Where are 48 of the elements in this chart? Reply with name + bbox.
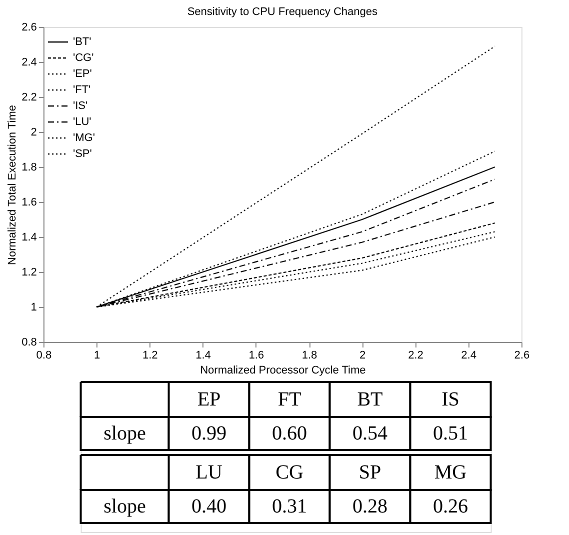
text: SP (358, 462, 382, 484)
x-tick-label: 2.4 (461, 350, 476, 362)
y-tick-label: 0.8 (22, 336, 37, 348)
legend-label: 'IS' (73, 100, 88, 112)
text: 0.99 (192, 422, 226, 444)
text: EP (197, 388, 221, 410)
x-tick-label: 2.6 (514, 350, 530, 362)
x-tick-label: 1.4 (196, 350, 211, 362)
legend-label: 'BT' (73, 36, 92, 48)
text: CG (276, 462, 304, 484)
text: 0.31 (272, 496, 307, 518)
legend-label: 'EP' (73, 68, 92, 80)
text: slope (104, 496, 146, 518)
legend-label: 'SP' (73, 148, 92, 160)
y-tick-label: 2 (30, 126, 37, 138)
x-axis-title: Normalized Processor Cycle Time (200, 364, 366, 376)
y-tick-label: 1.8 (22, 162, 37, 174)
text: BT (357, 388, 383, 410)
text: FT (278, 388, 302, 410)
y-tick-label: 2.6 (22, 22, 37, 34)
legend-label: 'FT' (73, 84, 91, 96)
text: MG (434, 462, 467, 484)
text: 0.54 (352, 422, 388, 444)
text: 0.26 (433, 496, 468, 518)
x-tick-label: 1.2 (142, 350, 158, 362)
legend-label: 'LU' (73, 116, 92, 128)
y-tick-label: 2.4 (22, 56, 37, 68)
text: LU (196, 462, 223, 484)
legend-label: 'MG' (73, 132, 95, 144)
x-tick-label: 2.2 (408, 350, 424, 362)
x-tick-label: 2 (360, 350, 366, 362)
text: 0.28 (352, 496, 388, 518)
text: 0.60 (272, 422, 307, 444)
y-tick-label: 2.2 (22, 92, 37, 104)
text: 0.40 (192, 496, 226, 518)
chart-title: Sensitivity to CPU Frequency Changes (187, 6, 378, 18)
x-tick-label: 1.8 (302, 350, 318, 362)
text: slope (104, 422, 146, 444)
y-tick-label: 1 (30, 302, 37, 314)
y-axis-title: Normalized Total Execution Time (6, 105, 19, 265)
x-tick-label: 1 (94, 350, 100, 362)
y-tick-label: 1.6 (22, 196, 37, 208)
x-tick-label: 1.6 (248, 350, 264, 362)
legend-label: 'CG' (73, 52, 94, 64)
text: IS (442, 388, 460, 410)
y-tick-label: 1.4 (22, 232, 37, 244)
text: 0.51 (433, 422, 468, 444)
y-tick-label: 1.2 (22, 266, 37, 278)
